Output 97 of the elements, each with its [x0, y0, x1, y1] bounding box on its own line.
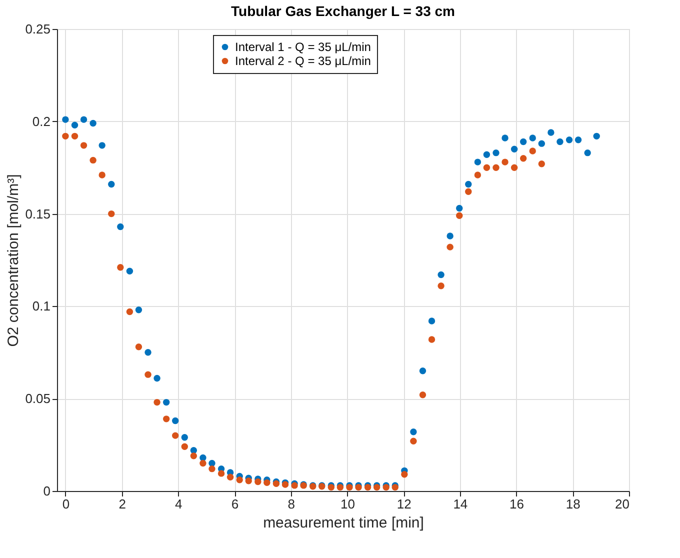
point: [538, 160, 546, 168]
point: [62, 132, 69, 140]
point: [584, 149, 591, 156]
point: [135, 306, 142, 314]
x-tick-label: 10: [340, 496, 355, 512]
point: [90, 120, 96, 127]
point: [428, 336, 436, 343]
point: [492, 164, 500, 171]
y-tick-label: 0.15: [25, 206, 50, 222]
point: [144, 349, 152, 356]
point: [419, 392, 426, 398]
x-tick-label: 2: [118, 496, 126, 512]
point: [438, 282, 444, 290]
x-tick-label: 20: [615, 496, 630, 512]
legend-label: Interval 1 - Q = 35 μL/min: [235, 40, 371, 54]
point: [126, 308, 134, 316]
point: [474, 172, 482, 178]
x-axis-title: measurement time [min]: [263, 514, 424, 532]
point: [529, 148, 536, 154]
point: [419, 368, 426, 374]
point: [401, 471, 408, 478]
point: [108, 210, 115, 218]
point: [236, 476, 243, 484]
point: [483, 151, 490, 158]
point: [529, 134, 536, 142]
x-tick-label: 18: [566, 496, 580, 512]
chart-title: Tubular Gas Exchanger L = 33 cm: [231, 3, 455, 19]
point: [98, 142, 106, 149]
point: [264, 479, 270, 486]
point: [566, 136, 573, 144]
point: [126, 268, 134, 274]
point: [208, 465, 216, 472]
point: [446, 244, 454, 250]
point: [190, 446, 198, 454]
point: [483, 164, 490, 171]
x-tick-label: 12: [396, 496, 412, 512]
y-tick-label: 0: [43, 484, 50, 498]
point: [62, 116, 69, 123]
y-tick-label: 0.1: [32, 298, 50, 314]
point: [218, 470, 225, 477]
x-tick-label: 0: [62, 496, 70, 512]
point: [162, 416, 170, 422]
point: [200, 460, 206, 467]
point: [172, 417, 179, 424]
point: [254, 478, 262, 486]
point: [556, 138, 564, 146]
point: [80, 142, 88, 149]
point: [510, 164, 518, 171]
point: [538, 140, 546, 147]
point: [428, 318, 436, 324]
point: [502, 134, 508, 142]
point: [520, 155, 527, 162]
y-tick-label: 0.2: [32, 114, 50, 129]
point: [465, 180, 472, 188]
point: [510, 146, 518, 152]
point: [410, 438, 417, 444]
point: [438, 271, 444, 278]
point: [117, 264, 124, 271]
y-tick-label: 0.25: [25, 22, 50, 36]
x-tick-label: 8: [288, 496, 295, 512]
point: [71, 132, 78, 140]
point: [190, 452, 198, 460]
point: [108, 180, 115, 188]
point: [574, 136, 582, 144]
legend-label: Interval 2 - Q = 35 μL/min: [235, 54, 371, 68]
point: [98, 172, 106, 178]
point: [117, 223, 124, 230]
point: [181, 443, 188, 450]
x-tick-label: 16: [510, 496, 524, 512]
point: [144, 371, 152, 378]
point: [520, 138, 527, 146]
point: [465, 188, 472, 195]
point: [90, 156, 96, 164]
point: [181, 434, 188, 441]
point: [71, 122, 78, 128]
x-tick-label: 6: [231, 496, 239, 512]
y-axis-title: O2 concentration [mol/m³]: [5, 174, 22, 347]
point: [492, 149, 500, 156]
point: [245, 477, 252, 484]
point: [593, 132, 600, 140]
point: [154, 374, 160, 382]
x-tick-label: 4: [175, 496, 182, 512]
point: [80, 116, 88, 123]
point: [135, 344, 142, 350]
point: [456, 212, 463, 219]
y-tick-label: 0.05: [25, 391, 50, 406]
x-tick-label: 14: [453, 496, 468, 512]
point: [456, 204, 463, 212]
point: [226, 474, 234, 480]
point: [162, 398, 170, 406]
point: [548, 129, 554, 136]
point: [410, 428, 417, 436]
point: [474, 158, 482, 166]
point: [502, 158, 508, 166]
point: [172, 432, 179, 439]
point: [154, 398, 160, 406]
point: [446, 232, 454, 240]
